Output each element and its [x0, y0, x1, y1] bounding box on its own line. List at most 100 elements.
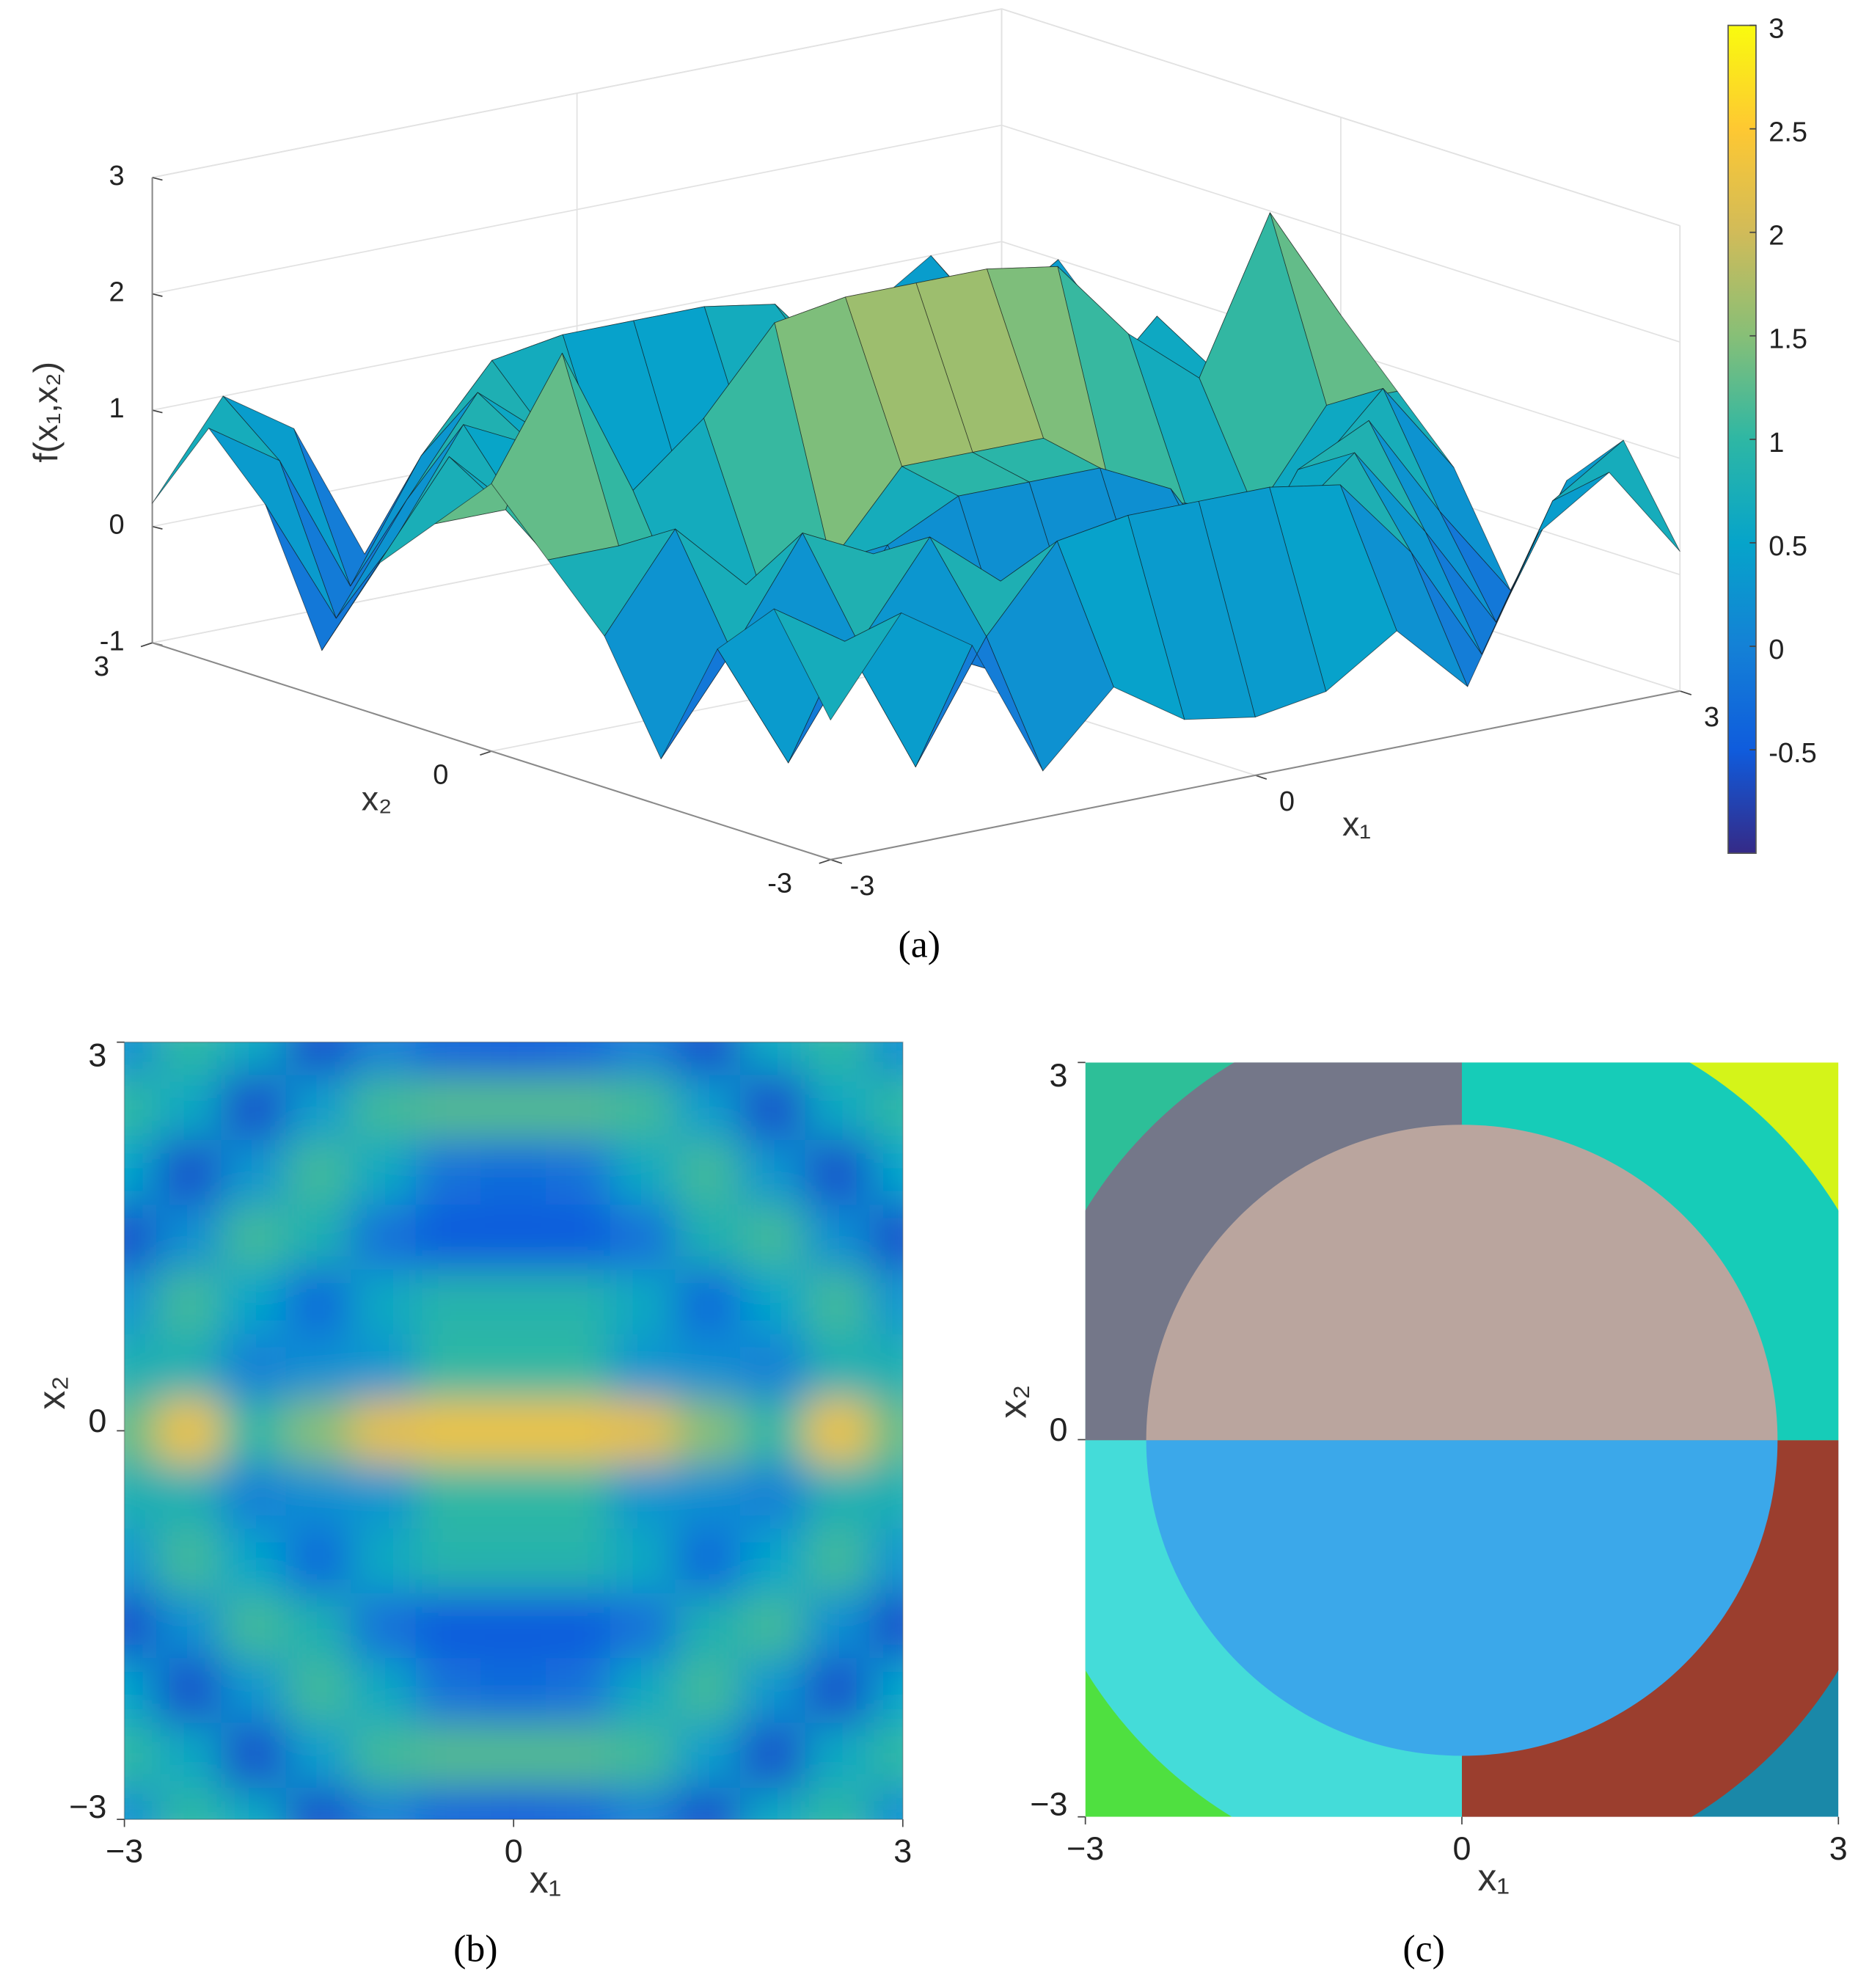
heatmap-cell	[869, 1333, 903, 1400]
heatmap-cell	[610, 1786, 677, 1820]
colorbar-tick-label: 1	[1769, 428, 1784, 458]
heatmap-cell	[156, 1656, 223, 1723]
panel-label: (c)	[1402, 1928, 1445, 1970]
heatmap-cell	[221, 1786, 288, 1820]
z-tick	[152, 409, 163, 414]
heatmap-cell	[124, 1139, 158, 1205]
heatmap-cell	[156, 1203, 223, 1270]
heatmap-cell	[480, 1042, 547, 1075]
heatmap-cell	[415, 1462, 482, 1529]
heatmap-cell	[480, 1721, 547, 1788]
heatmap-cell	[545, 1592, 612, 1659]
heatmap-cell	[610, 1042, 677, 1075]
heatmap-cell	[869, 1139, 903, 1205]
heatmap-cell	[415, 1397, 482, 1464]
heatmap-cell	[285, 1656, 352, 1723]
heatmap-cell	[675, 1397, 742, 1464]
heatmap-cell	[545, 1786, 612, 1820]
heatmap-cell	[415, 1333, 482, 1400]
x-tick	[830, 858, 843, 864]
heatmap-cell	[545, 1462, 612, 1529]
heatmap-cell	[545, 1268, 612, 1334]
heatmap-cell	[351, 1203, 417, 1270]
heatmap-cell	[869, 1268, 903, 1334]
heatmap-cell	[869, 1527, 903, 1593]
heatmap-cell	[610, 1139, 677, 1205]
x-tick-label: 0	[1279, 786, 1295, 817]
heatmap-cell	[869, 1203, 903, 1270]
x-tick-label: 3	[893, 1832, 912, 1870]
heatmap-cell	[285, 1268, 352, 1334]
heatmap	[124, 1042, 903, 1820]
colorbar-tick-label: 2	[1769, 221, 1784, 252]
heatmap-cell	[675, 1203, 742, 1270]
heatmap-cell	[739, 1139, 807, 1205]
heatmap-cell	[124, 1462, 158, 1529]
heatmap-cell	[351, 1592, 417, 1659]
heatmap-cell	[480, 1786, 547, 1820]
heatmap-cell	[156, 1333, 223, 1400]
colorbar-tick-label: 0	[1769, 635, 1784, 665]
heatmap-cell	[739, 1073, 807, 1140]
heatmap-cell	[805, 1656, 871, 1723]
heatmap-cell	[221, 1139, 288, 1205]
heatmap-cell	[351, 1073, 417, 1140]
heatmap-cells	[124, 1042, 903, 1820]
heatmap-cell	[221, 1268, 288, 1334]
y-tick-label: 3	[94, 651, 109, 682]
heatmap-cell	[156, 1592, 223, 1659]
heatmap-cell	[480, 1397, 547, 1464]
heatmap-cell	[869, 1592, 903, 1659]
heatmap-cell	[221, 1592, 288, 1659]
heatmap-cell	[610, 1721, 677, 1788]
heatmap-cell	[351, 1527, 417, 1593]
heatmap-cell	[415, 1527, 482, 1593]
y-tick	[819, 858, 831, 864]
heatmap-cell	[156, 1786, 223, 1820]
heatmap-cell	[869, 1073, 903, 1140]
heatmap-cell	[869, 1042, 903, 1075]
z-tick-label: -1	[100, 626, 125, 657]
x-tick	[1679, 690, 1692, 695]
heatmap-cell	[480, 1333, 547, 1400]
heatmap-cell	[869, 1721, 903, 1788]
heatmap-cell	[285, 1397, 352, 1464]
heatmap-cell	[869, 1462, 903, 1529]
z-tick-label: 3	[109, 161, 124, 191]
heatmap-cell	[221, 1462, 288, 1529]
heatmap-cell	[124, 1527, 158, 1593]
y-tick	[140, 642, 153, 648]
heatmap-cell	[351, 1042, 417, 1075]
colorbar-tick-label: 2.5	[1769, 117, 1807, 148]
heatmap-cell	[415, 1592, 482, 1659]
heatmap-cell	[221, 1397, 288, 1464]
heatmap-cell	[739, 1397, 807, 1464]
heatmap-cell	[156, 1397, 223, 1464]
heatmap-cell	[739, 1268, 807, 1334]
heatmap-cell	[675, 1721, 742, 1788]
heatmap-cell	[221, 1721, 288, 1788]
heatmap-cell	[805, 1333, 871, 1400]
heatmap-cell	[675, 1786, 742, 1820]
heatmap-cell	[124, 1656, 158, 1723]
heatmap-cell	[221, 1656, 288, 1723]
y-axis-label: x₂	[30, 1376, 73, 1410]
heatmap-cell	[124, 1042, 158, 1075]
heatmap-cell	[610, 1462, 677, 1529]
x-axis-label: x₁	[530, 1858, 561, 1901]
x-tick-label: 3	[1704, 702, 1719, 733]
heatmap-cell	[739, 1721, 807, 1788]
heatmap-cell	[221, 1042, 288, 1075]
heatmap-cell	[480, 1592, 547, 1659]
heatmap-cell	[675, 1042, 742, 1075]
y-axis-label: x₂	[991, 1385, 1034, 1419]
heatmap-cell	[351, 1333, 417, 1400]
heatmap-cell	[805, 1721, 871, 1788]
heatmap-cell	[545, 1721, 612, 1788]
heatmap-cell	[351, 1462, 417, 1529]
heatmap-cell	[675, 1073, 742, 1140]
z-tick-label: 1	[109, 393, 124, 424]
x-tick-label: 0	[1452, 1830, 1471, 1867]
